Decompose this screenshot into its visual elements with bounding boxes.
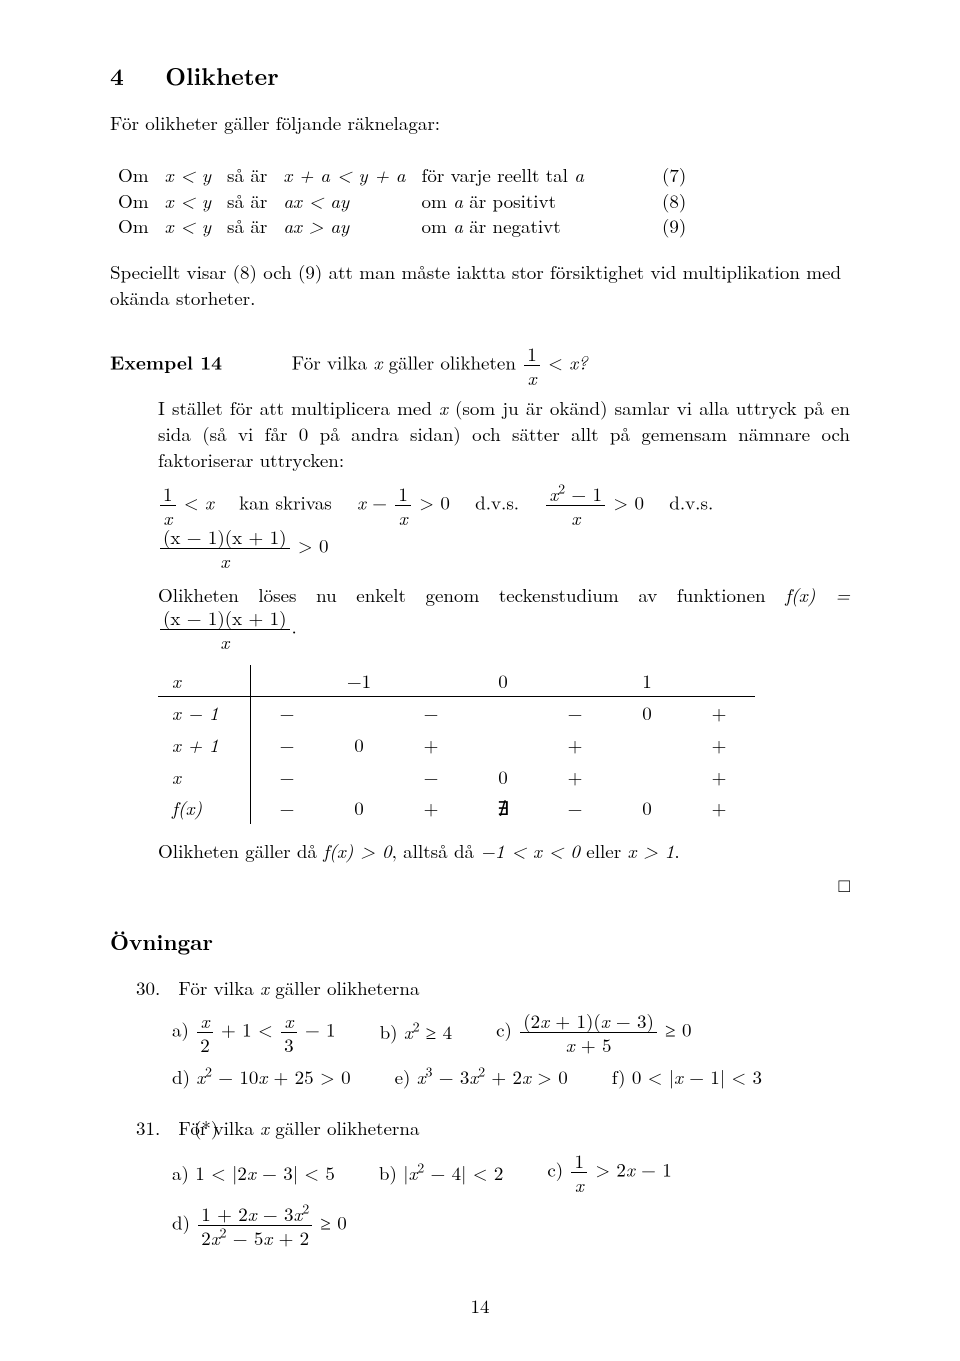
exercise-number: 30. [136,975,172,1001]
rule-row: Om x < y så är x + a < y + a för varje r… [110,162,694,188]
sign-table-row: x − −0 + + [158,761,755,793]
example-head-frac: 1 x [524,344,540,387]
rule-cond: x < y [157,162,219,188]
exercise-sub: a) x2 + 1 < x3 − 1 [172,1011,336,1054]
example-head-b: gäller olikheten [382,349,522,376]
exercise-item: (*) 31. För vilka x gäller olikheterna a… [136,1115,850,1247]
example-conclusion: Olikheten gäller då f(x) > 0, alltså då … [158,838,850,864]
exercise-number: 31. [136,1115,172,1141]
rules-block: Om x < y så är x + a < y + a för varje r… [110,162,850,239]
qed-symbol: □ [110,872,850,898]
exercise-sub: f) 0 < |x − 1| < 3 [612,1064,762,1090]
sign-table-row: x + 1 −0 + + + [158,729,755,761]
example-label: Exempel 14 [110,348,222,376]
example-body: I stället för att multiplicera med x (so… [158,395,850,651]
sign-table-row: f(x) −0 +∄ −0 + [158,792,755,824]
exercise-item: 30. För vilka x gäller olikheterna a) x2… [136,975,850,1089]
example-head-a: För vilka [292,349,374,376]
after-rules-text: Speciellt visar (8) och (9) att man måst… [110,259,850,310]
exercise-sub: e) x3 − 3x2 + 2x > 0 [395,1064,568,1090]
rule-row: Om x < y så är ax > ay om a är negativt … [110,213,694,239]
rule-pre: Om [110,162,157,188]
exercise-sub: a) 1 < |2x − 3| < 5 [172,1160,335,1186]
section-title: Olikheter [165,59,278,93]
exercise-sub: b) |x2 − 4| < 2 [379,1160,503,1186]
rules-table: Om x < y så är x + a < y + a för varje r… [110,162,694,239]
exercise-star: (*) [194,1115,218,1141]
sign-table: x −1 0 1 x − 1 − − −0 + x + 1 −0 + + + x… [158,665,755,824]
exercise-sub: b) x2 ≥ 4 [380,1019,453,1045]
exercise-text: För vilka x gäller olikheterna [178,974,419,1001]
example-derivation: 1x < x kan skrivas x − 1x > 0 d.v.s. x2 … [158,484,850,570]
exercises-heading: Övningar [110,927,850,957]
section-number: 4 [110,59,124,93]
exercise-subs: a) x2 + 1 < x3 − 1 b) x2 ≥ 4 c) (2x + 1)(x… [172,1011,850,1090]
example-head: Exempel 14 För vilka x gäller olikheten … [110,344,850,387]
exercise-sub: c) (2x + 1)(x − 3)x + 5 ≥ 0 [496,1011,691,1054]
intro-text: För olikheter gäller följande räknelagar… [110,110,850,136]
example-p1: I stället för att multiplicera med x (so… [158,395,850,472]
rule-sa: så är [219,162,275,188]
page-number: 14 [110,1293,850,1319]
section-heading: 4 Olikheter [110,60,850,92]
exercise-sub: c) 1x > 2x − 1 [547,1151,671,1194]
rule-num: (7) [592,162,694,188]
sign-table-row: x − 1 − − −0 + [158,697,755,729]
exercise-sub: d) 1 + 2x − 3x22x2 − 5x + 2 ≥ 0 [172,1204,347,1247]
exercise-list: 30. För vilka x gäller olikheterna a) x2… [136,975,850,1247]
rule-tail: för varje reellt tal a [414,162,592,188]
exercise-subs: a) 1 < |2x − 3| < 5 b) |x2 − 4| < 2 c) 1x … [172,1151,850,1247]
sign-table-header: x −1 0 1 [158,665,755,697]
rule-row: Om x < y så är ax < ay om a är positivt … [110,188,694,214]
exercise-sub: d) x2 − 10x + 25 > 0 [172,1064,351,1090]
example-p2: Olikheten löses nu enkelt genom teckenst… [158,582,850,651]
page: 4 Olikheter För olikheter gäller följand… [0,0,960,1361]
rule-res: x + a < y + a [275,162,413,188]
